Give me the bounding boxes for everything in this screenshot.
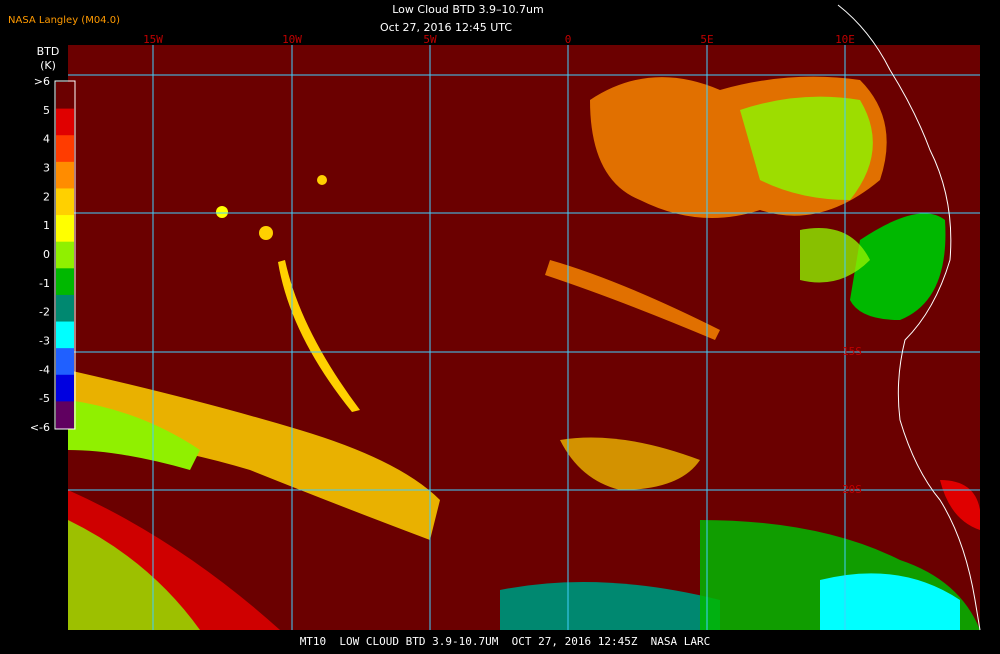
colorbar-swatch <box>56 241 74 269</box>
cloud-spot <box>216 206 228 218</box>
lat-label: 15S <box>842 345 862 358</box>
colorbar: >6 5 4 3 2 1 0 -1 -2 -3 -4 -5 <-6 <box>30 75 76 434</box>
colorbar-swatch <box>56 294 74 323</box>
colorbar-label: 2 <box>43 190 50 203</box>
cloud-area <box>560 437 700 490</box>
colorbar-swatch <box>56 401 74 429</box>
colorbar-swatch <box>56 161 74 189</box>
colorbar-swatch <box>56 321 74 349</box>
lon-label: 15W <box>143 33 163 46</box>
colorbar-label: -2 <box>39 306 50 319</box>
colorbar-title: BTD <box>37 45 60 58</box>
colorbar-swatch <box>56 374 74 402</box>
colorbar-label: 0 <box>43 248 50 261</box>
colorbar-swatch <box>56 268 74 296</box>
colorbar-frame <box>54 80 76 430</box>
cloud-band <box>68 400 200 470</box>
cloud-area <box>940 480 980 530</box>
colorbar-label: -4 <box>39 363 50 376</box>
cloud-features <box>68 76 980 630</box>
lon-label: 5W <box>423 33 437 46</box>
source-label: NASA Langley (M04.0) <box>8 15 120 26</box>
colorbar-label: -5 <box>39 392 50 405</box>
colorbar-label: 1 <box>43 219 50 232</box>
colorbar-unit: (K) <box>40 59 56 72</box>
colorbar-label: <-6 <box>30 421 50 434</box>
graticule <box>68 45 980 630</box>
lat-label: 20S <box>842 483 862 496</box>
cloud-streak <box>278 260 360 412</box>
colorbar-label: -1 <box>39 277 50 290</box>
colorbar-swatch <box>56 108 74 136</box>
colorbar-swatch <box>56 188 74 216</box>
cloud-area <box>740 96 873 200</box>
lon-label: 10W <box>282 33 302 46</box>
coastline <box>837 4 981 631</box>
colorbar-label: 4 <box>43 133 50 146</box>
lon-labels: 15W 10W 5W 0 5E 10E <box>143 33 855 46</box>
lon-label: 0 <box>565 33 572 46</box>
footer: MT10 LOW CLOUD BTD 3.9-10.7UM OCT 27, 20… <box>300 635 711 648</box>
subtitle: Oct 27, 2016 12:45 UTC <box>380 21 512 34</box>
colorbar-label: 3 <box>43 162 50 175</box>
colorbar-label: >6 <box>34 75 50 88</box>
cloud-band <box>68 370 440 540</box>
cloud-area <box>820 573 960 630</box>
colorbar-swatch <box>56 348 74 376</box>
cloud-streak <box>545 260 720 340</box>
cloud-area <box>68 520 200 630</box>
cloud-area <box>500 582 720 630</box>
cloud-area <box>800 228 870 283</box>
colorbar-swatch <box>56 135 74 163</box>
colorbar-swatch <box>56 215 74 243</box>
lon-label: 10E <box>835 33 855 46</box>
title: Low Cloud BTD 3.9–10.7um <box>392 3 543 16</box>
colorbar-label: -3 <box>39 335 50 348</box>
lon-label: 5E <box>700 33 713 46</box>
colorbar-swatch <box>56 82 74 110</box>
lat-labels: 15S 20S <box>842 345 862 496</box>
colorbar-label: 5 <box>43 104 50 117</box>
cloud-spot <box>317 175 327 185</box>
cloud-spot <box>259 226 273 240</box>
cloud-area <box>850 213 946 320</box>
